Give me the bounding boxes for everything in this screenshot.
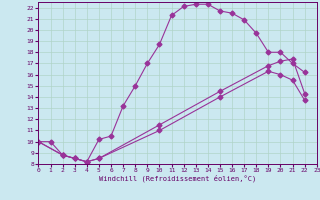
- X-axis label: Windchill (Refroidissement éolien,°C): Windchill (Refroidissement éolien,°C): [99, 175, 256, 182]
